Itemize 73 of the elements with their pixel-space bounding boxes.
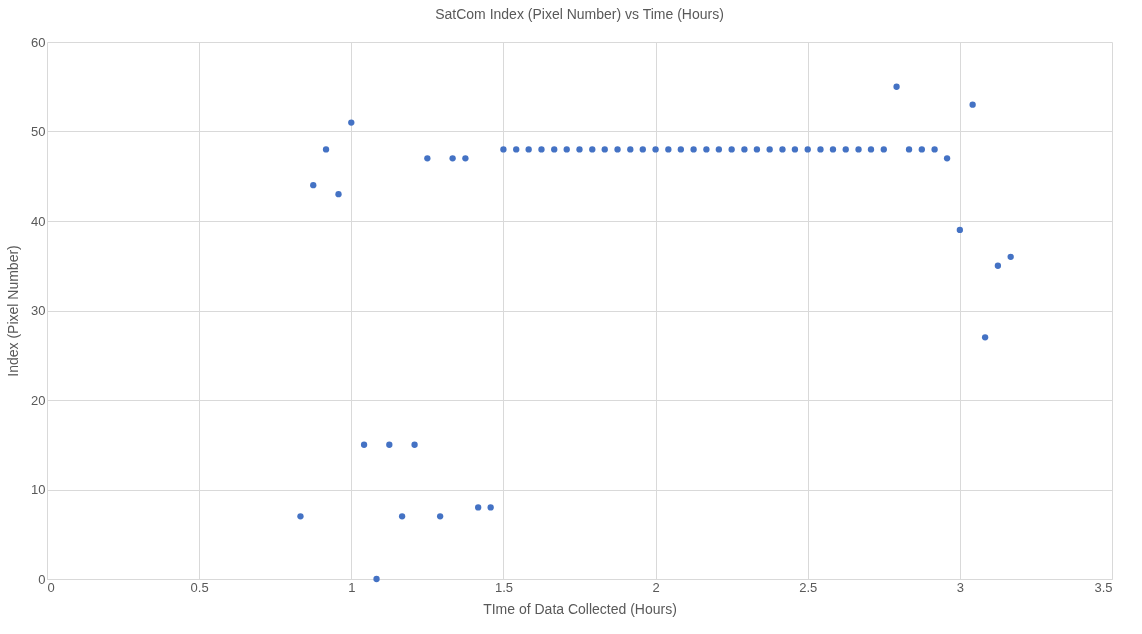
y-tick-label: 10 <box>31 482 46 497</box>
point <box>475 504 482 511</box>
point <box>360 441 368 448</box>
point <box>753 146 761 153</box>
point <box>880 146 887 153</box>
point <box>677 146 684 153</box>
point <box>829 146 837 153</box>
x-tick-label: 1.5 <box>494 579 513 595</box>
chart-title: SatCom Index (Pixel Number) vs Time (Hours) <box>435 6 724 22</box>
y-tick-label: 60 <box>31 34 46 50</box>
point <box>525 146 532 153</box>
point <box>563 146 570 153</box>
point <box>627 146 634 153</box>
y-tick-label: 50 <box>31 124 46 139</box>
point <box>513 146 520 153</box>
point <box>766 146 773 153</box>
point <box>690 146 697 153</box>
point <box>931 146 938 153</box>
x-tick-label: 1 <box>348 579 356 595</box>
point <box>322 146 330 153</box>
point <box>905 146 913 153</box>
point <box>1007 253 1014 260</box>
point <box>614 146 621 153</box>
point <box>741 146 748 153</box>
point <box>728 146 735 153</box>
point <box>297 513 304 520</box>
point <box>373 575 380 583</box>
x-tick-label: 3 <box>956 579 964 595</box>
point <box>893 83 900 90</box>
x-tick-label: 2.5 <box>799 579 818 595</box>
point <box>969 101 976 108</box>
point <box>817 146 824 153</box>
point <box>601 146 608 153</box>
point <box>779 146 786 153</box>
point <box>310 182 317 189</box>
x-tick-label: 2 <box>652 579 660 595</box>
point <box>487 504 494 511</box>
point <box>956 226 964 234</box>
point <box>791 146 799 153</box>
point <box>842 146 849 153</box>
point <box>943 155 951 162</box>
point <box>981 334 989 341</box>
point <box>918 146 925 153</box>
point <box>576 146 583 153</box>
point <box>665 146 672 153</box>
point <box>398 513 406 520</box>
point <box>436 513 444 520</box>
point <box>804 146 811 153</box>
point <box>855 146 862 153</box>
point <box>551 146 558 153</box>
x-tick-label: 3.5 <box>1094 579 1113 595</box>
point <box>994 262 1002 269</box>
y-tick-label: 20 <box>31 392 46 408</box>
point <box>639 146 646 153</box>
point <box>462 155 469 162</box>
point <box>538 146 545 153</box>
point <box>411 441 418 448</box>
point <box>703 146 710 153</box>
point <box>867 146 875 153</box>
y-tick-label: 30 <box>31 303 46 318</box>
point <box>449 155 456 162</box>
y-axis-title: Index (Pixel Number) <box>5 245 22 377</box>
point <box>386 441 393 448</box>
x-tick-label: 0.5 <box>190 579 209 595</box>
point <box>335 190 342 198</box>
point <box>589 146 596 153</box>
point <box>652 146 659 153</box>
point <box>424 155 431 162</box>
point <box>500 146 507 153</box>
y-tick-label: 40 <box>31 213 46 229</box>
x-axis-title: TIme of Data Collected (Hours) <box>483 600 677 617</box>
point <box>348 119 355 126</box>
point <box>715 146 723 153</box>
